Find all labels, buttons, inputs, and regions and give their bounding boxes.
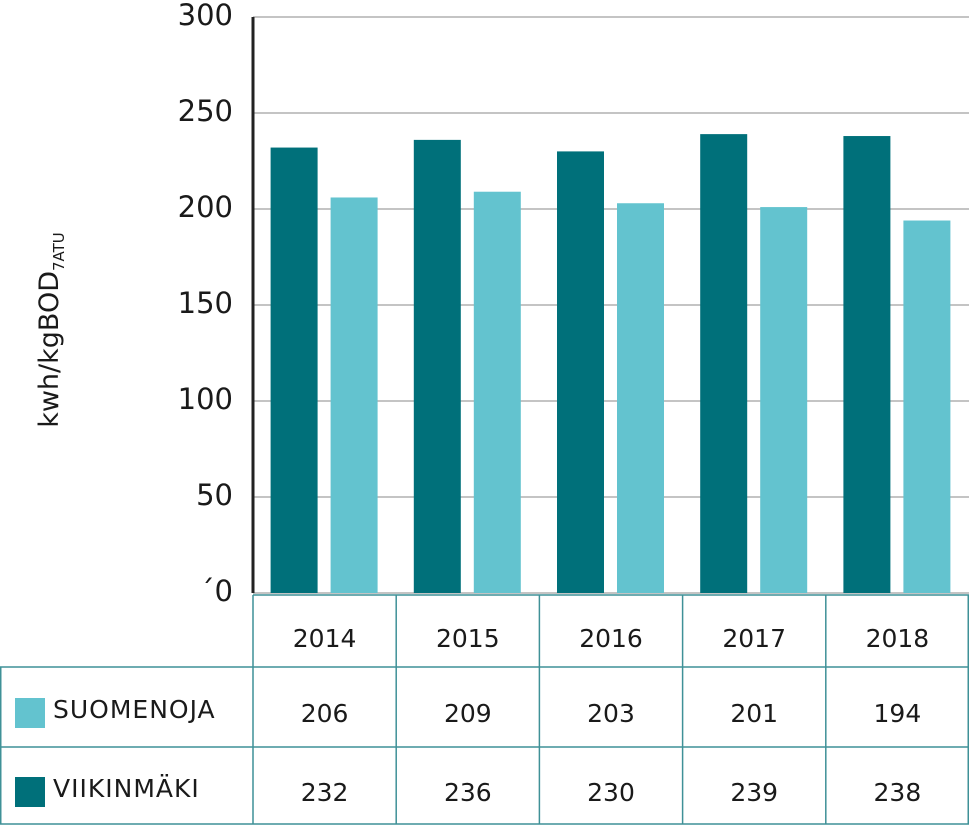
y-tick-label: 150 [178, 286, 233, 320]
bar [903, 220, 951, 593]
y-axis-label: kwh/kgBOD7ATU [34, 232, 68, 428]
legend-swatch [15, 777, 45, 807]
x-tick-label: 2016 [579, 624, 643, 653]
table-value: 236 [444, 778, 492, 807]
table-value: 239 [730, 778, 778, 807]
bar [617, 203, 664, 594]
y-tick-label: 50 [196, 478, 233, 512]
table-value: 238 [874, 778, 922, 807]
table-value: 230 [587, 778, 635, 807]
table-value: 201 [730, 699, 778, 728]
y-label-subscript: 7ATU [50, 232, 68, 271]
bar [843, 136, 891, 594]
legend-swatch [15, 698, 45, 728]
x-tick-label: 2014 [293, 624, 357, 653]
y-tick-label: 300 [178, 0, 233, 32]
table-value: 232 [301, 778, 349, 807]
y-tick-label: ´0 [200, 574, 233, 608]
table-value: 209 [444, 699, 492, 728]
bar [270, 147, 318, 593]
table-value: 206 [301, 699, 349, 728]
table-value: 194 [874, 699, 922, 728]
bar [557, 151, 604, 593]
bar [700, 134, 748, 593]
bar [330, 197, 378, 594]
y-tick-label: 250 [178, 94, 233, 128]
x-tick-label: 2017 [722, 624, 786, 653]
y-tick-label: 200 [178, 190, 233, 224]
legend-label: VIIKINMÄKI [53, 774, 200, 803]
y-tick-label: 100 [178, 382, 233, 416]
bar [413, 139, 461, 593]
y-label-main: kwh/kgBOD [34, 271, 65, 428]
bar [473, 191, 521, 593]
table-value: 203 [587, 699, 635, 728]
x-tick-label: 2018 [866, 624, 930, 653]
x-tick-label: 2015 [436, 624, 500, 653]
bar [760, 207, 808, 593]
legend-label: SUOMENOJA [53, 695, 216, 724]
